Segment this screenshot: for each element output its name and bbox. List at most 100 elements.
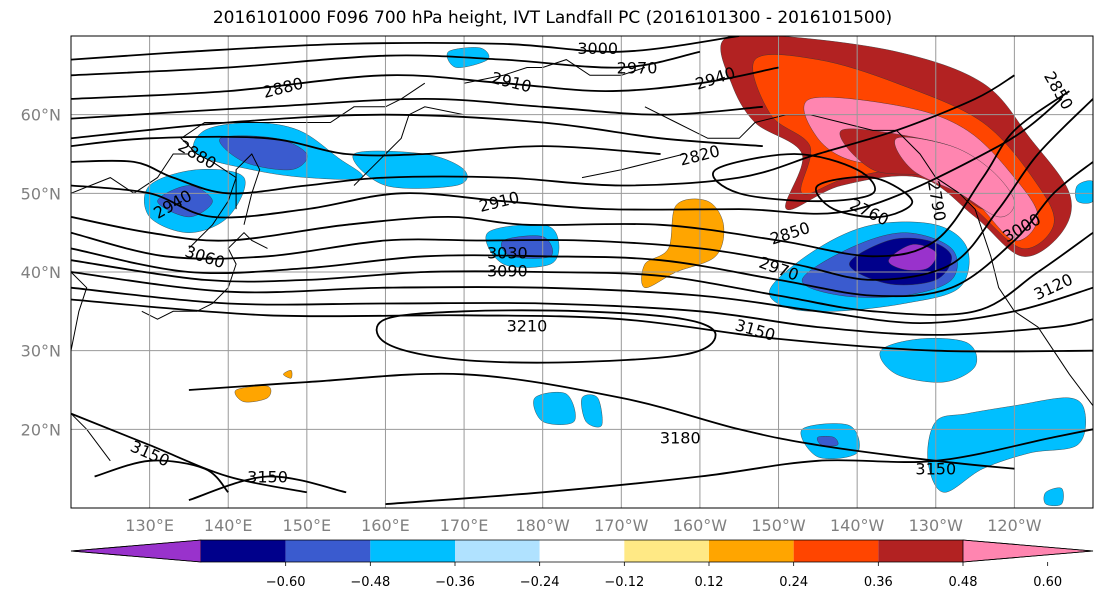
colorbar: −0.60 −0.48 −0.36 −0.24 −0.12 0.12 0.24 0.36 0.4…	[70, 539, 1094, 590]
ivt-shading	[144, 36, 1093, 506]
colorbar-extend-min	[70, 539, 202, 563]
x-tick-label: 160°W	[673, 516, 728, 535]
x-tick-label: 170°E	[440, 516, 489, 535]
y-tick-label: 60°N	[21, 106, 61, 125]
colorbar-tick-label: −0.24	[520, 575, 560, 590]
coastline	[235, 153, 261, 225]
contour-label: 2910	[489, 68, 533, 96]
chart-title: 2016101000 F096 700 hPa height, IVT Land…	[212, 8, 893, 28]
colorbar-segment	[624, 540, 709, 562]
x-tick-label: 130°E	[125, 516, 174, 535]
height-contour	[71, 90, 1070, 258]
x-tick-label: 180°W	[516, 516, 571, 535]
height-contour	[712, 153, 876, 203]
colorbar-tick-label: 0.48	[949, 575, 978, 590]
height-contour	[71, 286, 1093, 336]
x-tick-label: 120°W	[987, 516, 1042, 535]
ivt-region	[879, 338, 978, 383]
coastline	[353, 106, 465, 186]
contour-label: 3150	[733, 315, 777, 344]
colorbar-segment	[455, 540, 540, 562]
height-contour	[71, 74, 1015, 195]
contour-label: 2910	[477, 188, 521, 216]
contour-label: 2970	[617, 59, 658, 78]
height-contour	[385, 428, 1093, 505]
contour-label: 2850	[768, 218, 813, 249]
ivt-region	[1043, 487, 1064, 506]
ivt-region	[1075, 180, 1093, 204]
ivt-region	[888, 244, 937, 271]
x-tick-label: 170°W	[594, 516, 649, 535]
contour-label: 3000	[577, 39, 618, 58]
y-tick-label: 40°N	[21, 263, 61, 282]
height-contour	[71, 271, 1093, 325]
colorbar-tick-label: −0.48	[350, 575, 390, 590]
height-contour	[71, 97, 763, 120]
x-tick-label: 150°W	[751, 516, 806, 535]
y-tick-labels: 20°N 30°N 40°N 50°N 60°N	[21, 106, 61, 440]
height-contour	[71, 135, 661, 157]
colorbar-segment	[201, 540, 286, 562]
ivt-region	[352, 150, 468, 189]
height-contour	[71, 113, 763, 147]
height-contour	[71, 161, 1093, 298]
colorbar-tick-label: −0.60	[266, 575, 306, 590]
x-tick-label: 140°E	[204, 516, 253, 535]
coastline	[71, 153, 189, 194]
colorbar-tick-label: −0.12	[604, 575, 644, 590]
height-contour	[71, 231, 1093, 316]
ivt-region	[581, 394, 603, 428]
height-contour	[188, 475, 347, 501]
height-contour	[815, 176, 914, 219]
x-tick-label: 160°E	[361, 516, 410, 535]
colorbar-extend-max	[962, 539, 1094, 563]
x-tick-labels: 130°E 140°E 150°E 160°E 170°E 180°W 170°W 160°W…	[125, 516, 1041, 535]
contour-label: 3150	[247, 468, 288, 487]
height-contour	[71, 412, 307, 494]
ivt-region	[283, 370, 293, 379]
y-tick-label: 30°N	[21, 342, 61, 361]
height-contour	[71, 50, 701, 77]
colorbar-tick-label: 0.36	[864, 575, 893, 590]
colorbar-segment	[878, 540, 963, 562]
colorbar-tick-label: 0.60	[1033, 575, 1062, 590]
coastline	[581, 153, 685, 179]
colorbar-segment	[709, 540, 794, 562]
colorbar-outline	[70, 539, 1094, 563]
coastline	[141, 231, 268, 320]
colorbar-segment	[285, 540, 371, 562]
ivt-region	[234, 385, 272, 403]
contour-label: 3150	[915, 460, 956, 479]
colorbar-segment	[539, 540, 625, 562]
height-contour	[71, 66, 779, 100]
colorbar-tick-label: −0.36	[435, 575, 475, 590]
height-contour	[71, 98, 1063, 219]
contour-label: 3210	[507, 317, 548, 336]
height-contour	[71, 298, 1093, 353]
x-tick-label: 150°E	[283, 516, 332, 535]
x-tick-label: 130°W	[909, 516, 964, 535]
colorbar-segment	[793, 540, 879, 562]
height-contours	[71, 36, 1093, 505]
height-contour	[71, 98, 1093, 281]
y-tick-label: 50°N	[21, 184, 61, 203]
height-contour	[375, 309, 717, 364]
ivt-region	[894, 136, 1015, 218]
height-contour	[94, 459, 229, 493]
height-contour	[71, 36, 740, 61]
ivt-region	[219, 135, 308, 171]
contour-label: 3030	[487, 243, 528, 262]
colorbar-tick-label: 0.24	[779, 575, 808, 590]
y-tick-label: 20°N	[21, 420, 61, 439]
map-frame	[70, 35, 1094, 509]
colorbar-tick-label: 0.12	[695, 575, 724, 590]
contour-label: 3060	[183, 242, 228, 273]
contour-label: 3090	[487, 262, 528, 281]
ivt-region	[816, 436, 839, 447]
ivt-region	[927, 397, 1086, 493]
contour-label: 3180	[660, 428, 701, 447]
contour-label: 2880	[261, 74, 305, 102]
contour-label: 3120	[1031, 270, 1076, 304]
x-tick-label: 140°W	[830, 516, 885, 535]
